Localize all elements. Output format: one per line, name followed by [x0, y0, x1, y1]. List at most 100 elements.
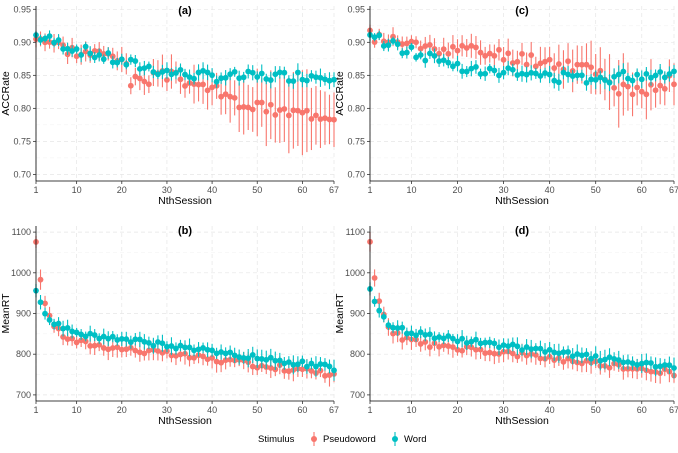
data-point	[436, 58, 442, 64]
data-point	[578, 360, 585, 367]
data-point	[191, 347, 197, 354]
data-point	[145, 63, 152, 70]
data-point	[326, 116, 333, 123]
data-point	[399, 337, 406, 343]
data-point	[150, 342, 157, 349]
data-point	[486, 349, 493, 356]
data-point	[118, 336, 125, 342]
data-point	[560, 349, 567, 356]
data-point	[200, 353, 206, 360]
data-point	[454, 60, 461, 67]
data-point	[200, 81, 206, 88]
data-point	[408, 38, 415, 45]
data-point	[638, 360, 645, 367]
data-point	[611, 355, 618, 362]
data-point	[638, 88, 645, 95]
data-point	[491, 67, 498, 74]
data-point	[195, 69, 202, 76]
data-point	[486, 50, 493, 57]
data-point	[597, 67, 604, 74]
data-point	[551, 349, 558, 356]
data-point	[132, 58, 139, 64]
data-point	[477, 49, 484, 56]
data-point	[331, 116, 337, 123]
data-point	[426, 344, 433, 351]
data-point	[159, 349, 166, 356]
data-point	[267, 365, 274, 371]
data-point	[574, 351, 581, 357]
data-point	[376, 32, 383, 39]
data-point	[648, 368, 654, 375]
data-point	[445, 59, 452, 66]
data-point	[555, 79, 562, 86]
data-point	[105, 335, 112, 342]
data-point	[46, 316, 53, 323]
data-point	[643, 70, 650, 77]
data-point	[136, 65, 143, 72]
data-point	[509, 341, 516, 348]
data-point	[578, 61, 585, 68]
data-point	[263, 108, 270, 115]
data-point	[546, 56, 553, 63]
data-point	[496, 72, 502, 79]
x-tick-label: 1	[33, 405, 38, 415]
y-tick-label: 0.80	[13, 103, 31, 113]
data-point	[532, 352, 539, 358]
data-point	[290, 361, 297, 368]
data-point	[304, 363, 310, 370]
data-point	[186, 74, 193, 81]
data-point	[267, 101, 274, 108]
data-point	[583, 79, 590, 86]
data-point	[394, 41, 401, 48]
data-point	[127, 56, 134, 63]
data-point	[606, 364, 613, 371]
data-point	[574, 72, 581, 79]
data-point	[168, 71, 175, 78]
data-point	[551, 77, 558, 84]
data-point	[500, 342, 507, 349]
y-tick-label: 0.80	[347, 103, 365, 113]
data-point	[629, 91, 636, 98]
data-point	[399, 50, 406, 57]
data-point	[417, 341, 424, 347]
x-tick-label: 30	[499, 185, 509, 195]
data-point	[578, 72, 585, 79]
y-axis-title: MeanRT	[334, 293, 346, 334]
data-point	[168, 343, 175, 349]
data-point	[431, 52, 438, 59]
data-point	[615, 71, 622, 78]
y-tick-label: 900	[16, 309, 31, 319]
data-point	[620, 81, 627, 88]
legend-item-label: Word	[404, 434, 427, 445]
y-axis-title: ACCRate	[0, 71, 12, 116]
data-point	[159, 340, 166, 347]
data-point	[64, 45, 71, 52]
data-point	[620, 68, 627, 75]
data-point	[177, 351, 184, 358]
data-point	[371, 275, 378, 281]
data-point	[661, 74, 668, 81]
data-point	[294, 361, 301, 368]
data-point	[473, 346, 479, 353]
data-point	[109, 59, 116, 66]
y-tick-label: 0.85	[13, 70, 31, 80]
x-tick-label: 60	[637, 185, 647, 195]
x-tick-label: 60	[637, 405, 647, 415]
data-point	[638, 76, 645, 83]
data-point	[78, 337, 85, 344]
data-point	[64, 324, 71, 331]
data-point	[227, 93, 234, 100]
data-point	[308, 368, 315, 374]
data-point	[91, 54, 98, 61]
data-point	[514, 58, 521, 65]
data-point	[537, 355, 544, 362]
x-tick-label: 40	[545, 185, 555, 195]
data-point	[114, 59, 121, 66]
data-point	[546, 346, 553, 353]
data-point	[249, 106, 256, 113]
data-point	[69, 48, 76, 54]
data-point	[177, 342, 184, 349]
data-point	[100, 51, 107, 57]
y-tick-label: 800	[350, 349, 365, 359]
data-point	[317, 361, 324, 367]
